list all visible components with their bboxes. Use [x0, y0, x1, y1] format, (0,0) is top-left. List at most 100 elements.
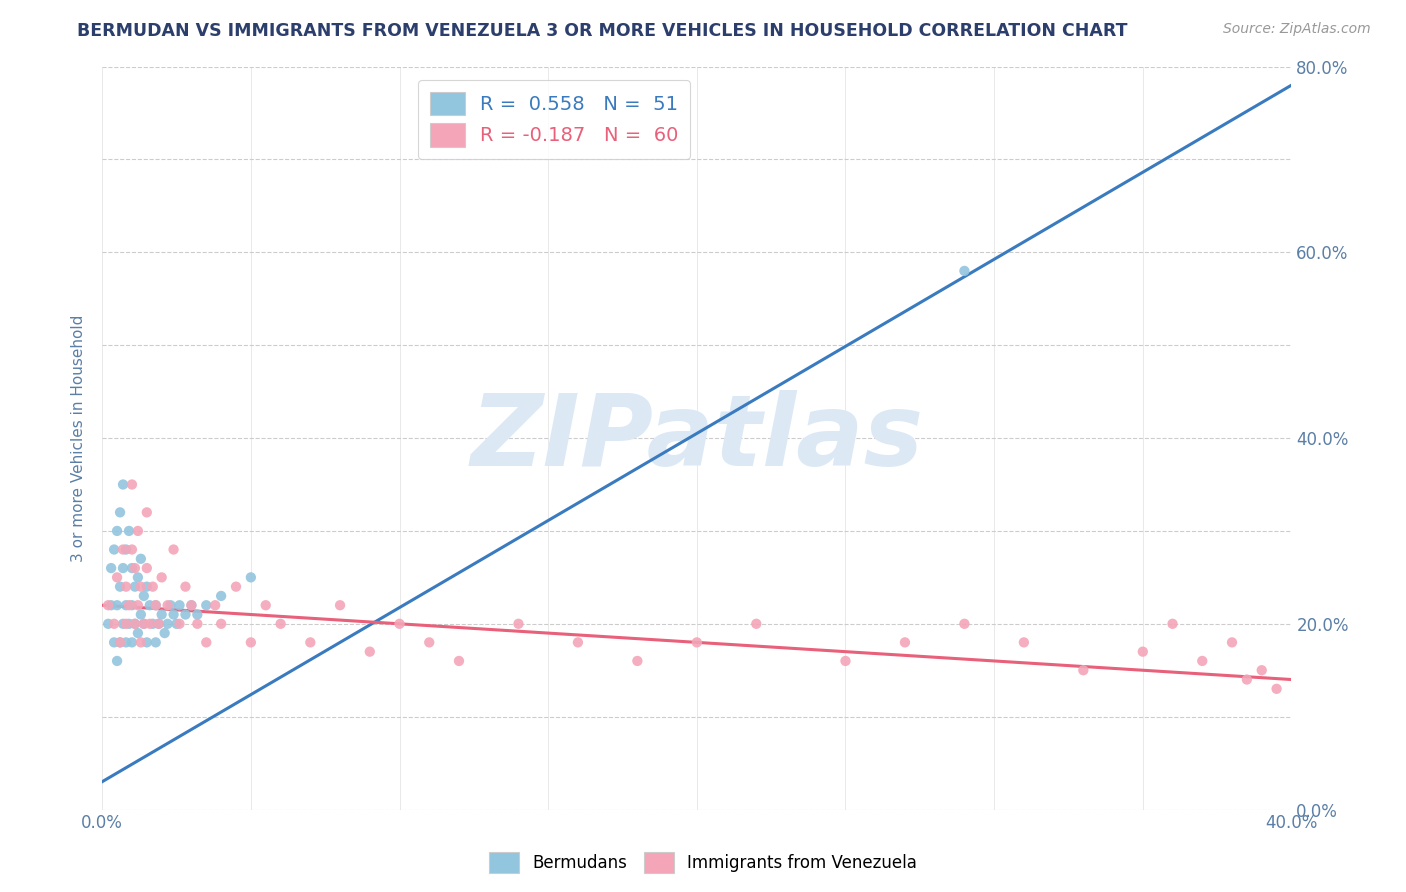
Point	[150, 570, 173, 584]
Point	[162, 607, 184, 622]
Point	[239, 570, 262, 584]
Point	[97, 599, 120, 613]
Point	[118, 599, 141, 613]
Point	[129, 635, 152, 649]
Point	[103, 616, 125, 631]
Point	[1012, 635, 1035, 649]
Point	[1132, 645, 1154, 659]
Point	[329, 599, 352, 613]
Point	[108, 505, 131, 519]
Point	[135, 561, 157, 575]
Point	[166, 616, 188, 631]
Point	[195, 599, 218, 613]
Point	[153, 626, 176, 640]
Point	[186, 607, 208, 622]
Point	[121, 599, 143, 613]
Point	[111, 616, 134, 631]
Point	[209, 616, 232, 631]
Legend: Bermudans, Immigrants from Venezuela: Bermudans, Immigrants from Venezuela	[482, 846, 924, 880]
Point	[299, 635, 322, 649]
Point	[1220, 635, 1243, 649]
Point	[127, 599, 149, 613]
Text: ZIPatlas: ZIPatlas	[470, 390, 924, 486]
Point	[159, 599, 181, 613]
Point	[108, 580, 131, 594]
Point	[124, 580, 146, 594]
Point	[108, 635, 131, 649]
Point	[118, 524, 141, 538]
Point	[124, 561, 146, 575]
Point	[139, 616, 162, 631]
Legend: R =  0.558   N =  51, R = -0.187   N =  60: R = 0.558 N = 51, R = -0.187 N = 60	[418, 80, 690, 159]
Point	[359, 645, 381, 659]
Point	[1250, 663, 1272, 677]
Text: Source: ZipAtlas.com: Source: ZipAtlas.com	[1223, 22, 1371, 37]
Point	[567, 635, 589, 649]
Point	[834, 654, 856, 668]
Point	[145, 599, 167, 613]
Point	[1191, 654, 1213, 668]
Point	[129, 551, 152, 566]
Point	[447, 654, 470, 668]
Point	[162, 542, 184, 557]
Point	[115, 599, 138, 613]
Point	[148, 616, 170, 631]
Point	[1161, 616, 1184, 631]
Point	[1265, 681, 1288, 696]
Point	[124, 616, 146, 631]
Point	[108, 635, 131, 649]
Point	[626, 654, 648, 668]
Point	[953, 616, 976, 631]
Point	[270, 616, 292, 631]
Point	[686, 635, 709, 649]
Point	[129, 607, 152, 622]
Point	[115, 616, 138, 631]
Y-axis label: 3 or more Vehicles in Household: 3 or more Vehicles in Household	[72, 314, 86, 562]
Point	[121, 561, 143, 575]
Point	[135, 635, 157, 649]
Point	[103, 542, 125, 557]
Point	[105, 570, 128, 584]
Point	[156, 616, 179, 631]
Point	[145, 635, 167, 649]
Point	[225, 580, 247, 594]
Point	[1073, 663, 1095, 677]
Point	[103, 635, 125, 649]
Point	[111, 542, 134, 557]
Point	[204, 599, 226, 613]
Point	[1236, 673, 1258, 687]
Point	[254, 599, 277, 613]
Point	[169, 616, 191, 631]
Point	[174, 580, 197, 594]
Point	[135, 505, 157, 519]
Point	[132, 616, 155, 631]
Text: BERMUDAN VS IMMIGRANTS FROM VENEZUELA 3 OR MORE VEHICLES IN HOUSEHOLD CORRELATIO: BERMUDAN VS IMMIGRANTS FROM VENEZUELA 3 …	[77, 22, 1128, 40]
Point	[148, 616, 170, 631]
Point	[100, 561, 122, 575]
Point	[105, 599, 128, 613]
Point	[209, 589, 232, 603]
Point	[186, 616, 208, 631]
Point	[111, 561, 134, 575]
Point	[115, 635, 138, 649]
Point	[180, 599, 202, 613]
Point	[156, 599, 179, 613]
Point	[745, 616, 768, 631]
Point	[105, 654, 128, 668]
Point	[115, 580, 138, 594]
Point	[127, 626, 149, 640]
Point	[118, 616, 141, 631]
Point	[135, 580, 157, 594]
Point	[127, 524, 149, 538]
Point	[418, 635, 440, 649]
Point	[953, 264, 976, 278]
Point	[121, 477, 143, 491]
Point	[121, 542, 143, 557]
Point	[195, 635, 218, 649]
Point	[169, 599, 191, 613]
Point	[129, 580, 152, 594]
Point	[894, 635, 917, 649]
Point	[139, 599, 162, 613]
Point	[508, 616, 530, 631]
Point	[180, 599, 202, 613]
